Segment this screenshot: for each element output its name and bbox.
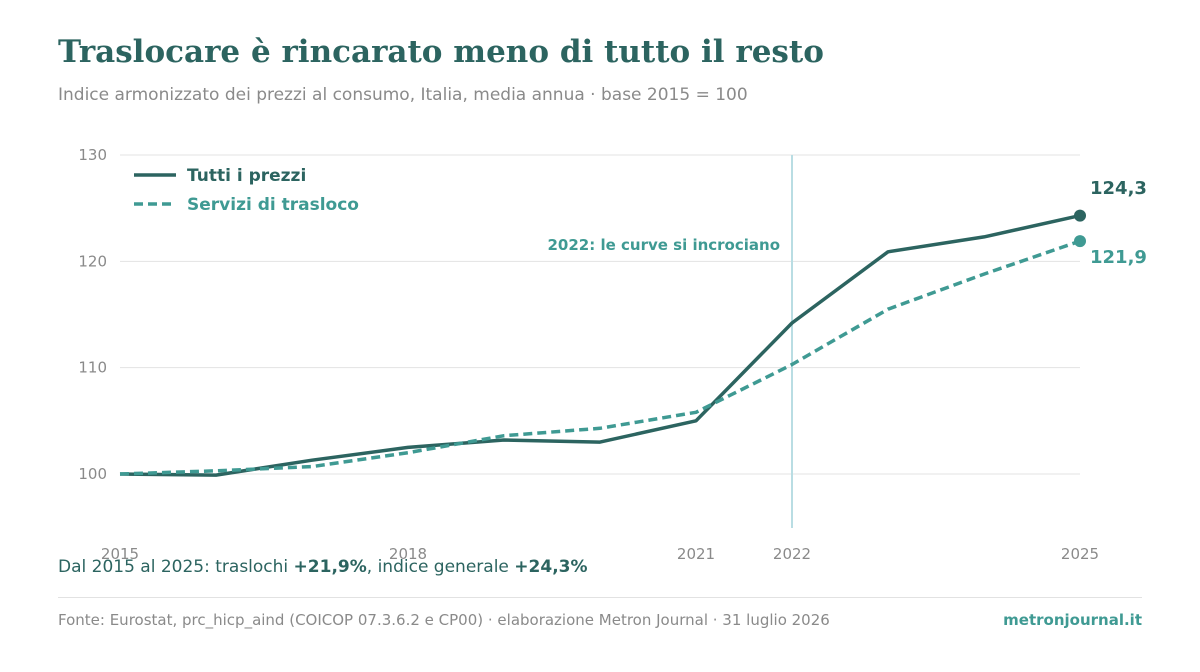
end-marker: [1074, 235, 1086, 248]
x-tick-label: 2022: [773, 545, 811, 563]
y-tick-label: 100: [78, 465, 107, 483]
legend-label: Tutti i prezzi: [187, 166, 306, 186]
crossover-annotation: 2022: le curve si incrociano: [548, 236, 781, 254]
brand-link[interactable]: metronjournal.it: [1003, 611, 1142, 629]
x-tick-label: 2025: [1061, 545, 1099, 563]
y-tick-label: 110: [78, 359, 107, 377]
end-marker: [1074, 209, 1086, 222]
y-tick-label: 130: [78, 146, 107, 164]
chart-title: Traslocare è rincarato meno di tutto il …: [58, 34, 824, 70]
end-value-label: 121,9: [1090, 247, 1147, 268]
legend-label: Servizi di trasloco: [187, 195, 359, 215]
x-tick-label: 2018: [389, 545, 427, 563]
summary-prefix: Dal 2015 al 2025: traslochi: [58, 557, 294, 577]
chart-subtitle: Indice armonizzato dei prezzi al consumo…: [58, 85, 748, 105]
end-value-label: 124,3: [1090, 178, 1147, 199]
y-tick-label: 120: [78, 252, 107, 270]
x-tick-label: 2021: [677, 545, 715, 563]
source-note: Fonte: Eurostat, prc_hicp_aind (COICOP 0…: [58, 611, 830, 629]
series-line-tutti-i-prezzi: [119, 213, 1081, 477]
footer-divider: [58, 597, 1142, 598]
x-tick-label: 2015: [101, 545, 139, 563]
series-line-servizi-di-trasloco: [119, 239, 1081, 476]
summary-text: Dal 2015 al 2025: traslochi +21,9%, indi…: [58, 557, 588, 577]
summary-moving-change: +21,9%: [293, 557, 367, 577]
summary-all-change: +24,3%: [514, 557, 588, 577]
summary-middle: , indice generale: [366, 557, 515, 577]
